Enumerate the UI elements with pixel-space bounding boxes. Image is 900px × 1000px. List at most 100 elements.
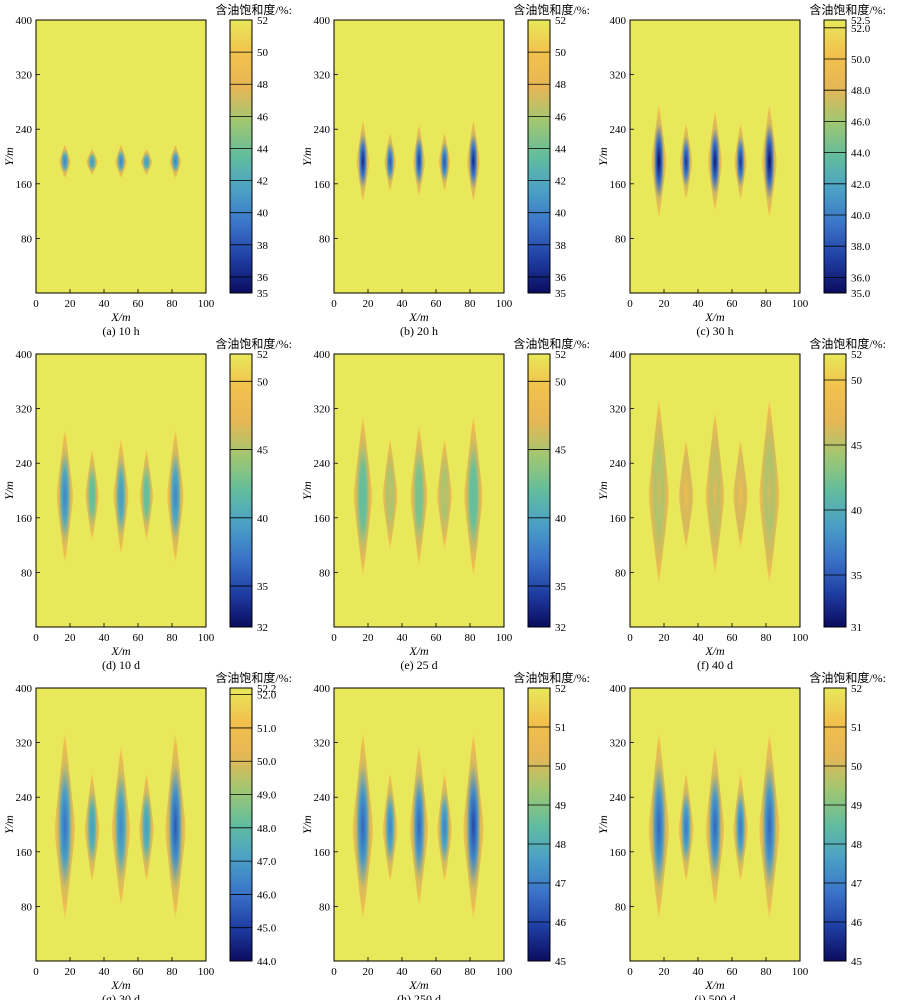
- colorbar-tick-label: 52: [257, 15, 268, 27]
- colorbar: [823, 687, 847, 962]
- y-tick-label: 320: [314, 738, 331, 750]
- colorbar-tick-label: 50: [851, 761, 863, 773]
- colorbar: [229, 687, 253, 962]
- colorbar-tick-label: 51.0: [257, 723, 277, 735]
- panel-caption: (h) 250 d: [397, 992, 441, 1000]
- y-tick-label: 400: [610, 683, 627, 695]
- x-tick-label: 80: [167, 632, 179, 644]
- y-tick-label: 160: [610, 513, 627, 525]
- fracture-zone: [436, 771, 453, 884]
- colorbar-title: 含油饱和度/%:: [809, 336, 886, 351]
- fracture-zone: [410, 423, 428, 567]
- y-tick-label: 160: [314, 847, 331, 859]
- plot-frame: [629, 353, 801, 628]
- y-axis-label: Y/m: [2, 147, 16, 166]
- fracture-zone: [113, 437, 129, 556]
- fracture-zone: [678, 771, 694, 884]
- colorbar-tick-label: 52.0: [851, 23, 871, 35]
- x-tick-label: 60: [727, 966, 739, 978]
- x-tick-label: 40: [99, 966, 111, 978]
- fracture-zone: [84, 771, 100, 884]
- y-axis-label: Y/m: [2, 815, 16, 834]
- y-tick-label: 320: [16, 738, 33, 750]
- y-axis-label: Y/m: [300, 147, 314, 166]
- y-tick-label: 400: [610, 349, 627, 361]
- panel-d: 0 20 40 60 80 100 80 160 240 320 400 X/m Y/m (d) 10 d…: [2, 336, 292, 672]
- y-tick-label: 400: [16, 349, 33, 361]
- colorbar-tick-label: 50.0: [851, 54, 871, 66]
- x-tick-label: 100: [496, 632, 513, 644]
- plot-frame: [333, 353, 505, 628]
- y-tick-label: 80: [319, 901, 331, 913]
- y-tick-label: 400: [16, 683, 33, 695]
- x-tick-label: 0: [33, 966, 39, 978]
- colorbar-title: 含油饱和度/%:: [215, 2, 292, 17]
- plot-frame: [629, 687, 801, 962]
- x-tick-label: 0: [33, 632, 39, 644]
- colorbar-title: 含油饱和度/%:: [513, 2, 590, 17]
- y-tick-label: 80: [319, 567, 331, 579]
- colorbar: [527, 687, 551, 962]
- panel-caption: (d) 10 d: [102, 658, 140, 672]
- panel-b: 0 20 40 60 80 100 80 160 240 320 400 X/m Y/m (b) 20 h…: [300, 2, 590, 338]
- fracture-zone: [382, 437, 398, 551]
- fracture-zone: [436, 437, 453, 551]
- colorbar: [823, 353, 847, 628]
- x-tick-label: 100: [496, 298, 513, 310]
- panel-caption: (i) 500 d: [694, 992, 735, 1000]
- colorbar: [527, 19, 551, 294]
- y-tick-label: 80: [615, 233, 627, 245]
- x-tick-label: 0: [331, 632, 337, 644]
- x-tick-label: 20: [65, 298, 77, 310]
- y-tick-label: 400: [16, 15, 33, 27]
- fracture-zone: [707, 110, 723, 213]
- colorbar-tick-label: 40.0: [851, 210, 871, 222]
- x-axis-label: X/m: [704, 644, 725, 658]
- x-tick-label: 80: [465, 298, 477, 310]
- y-tick-label: 160: [16, 513, 33, 525]
- fracture-zone: [466, 118, 481, 203]
- x-tick-label: 80: [761, 632, 773, 644]
- fracture-zone: [648, 396, 670, 587]
- y-tick-label: 160: [610, 847, 627, 859]
- y-tick-label: 160: [314, 513, 331, 525]
- x-tick-label: 0: [627, 966, 633, 978]
- x-axis-label: X/m: [408, 310, 429, 324]
- colorbar-tick-label: 47.0: [257, 856, 277, 868]
- y-tick-label: 400: [314, 15, 331, 27]
- y-tick-label: 320: [610, 738, 627, 750]
- field-marks: [651, 103, 778, 220]
- colorbar-tick-label: 38: [555, 240, 567, 252]
- fracture-zone: [732, 438, 749, 550]
- fracture-zone: [58, 144, 71, 179]
- colorbar-tick-label: 46.0: [851, 116, 871, 128]
- y-tick-label: 240: [610, 792, 627, 804]
- colorbar-tick-label: 52: [257, 349, 268, 361]
- fracture-zone: [86, 148, 99, 176]
- y-axis-label: Y/m: [2, 481, 16, 500]
- x-axis-label: X/m: [704, 978, 725, 992]
- x-tick-label: 40: [693, 298, 705, 310]
- colorbar-tick-label: 47: [851, 878, 863, 890]
- colorbar-tick-label: 35: [555, 288, 567, 300]
- x-tick-label: 100: [792, 298, 809, 310]
- colorbar-tick-label: 49: [555, 800, 567, 812]
- x-tick-label: 20: [363, 632, 375, 644]
- fracture-zone: [734, 122, 747, 201]
- colorbar-tick-label: 47: [555, 878, 567, 890]
- y-tick-label: 160: [314, 179, 331, 191]
- x-tick-label: 40: [397, 966, 409, 978]
- y-axis-label: Y/m: [596, 815, 610, 834]
- colorbar-tick-label: 45: [257, 445, 269, 457]
- colorbar-tick-label: 40: [555, 513, 567, 525]
- y-tick-label: 80: [21, 901, 33, 913]
- fracture-zone: [353, 414, 373, 578]
- plot-frame: [333, 687, 505, 962]
- fracture-zone: [679, 122, 693, 201]
- colorbar-tick-label: 42.0: [851, 179, 871, 191]
- y-axis-label: Y/m: [300, 481, 314, 500]
- field-marks: [58, 144, 182, 179]
- colorbar-tick-label: 50.0: [257, 756, 277, 768]
- x-axis-label: X/m: [408, 644, 429, 658]
- colorbar-tick-label: 46.0: [257, 889, 277, 901]
